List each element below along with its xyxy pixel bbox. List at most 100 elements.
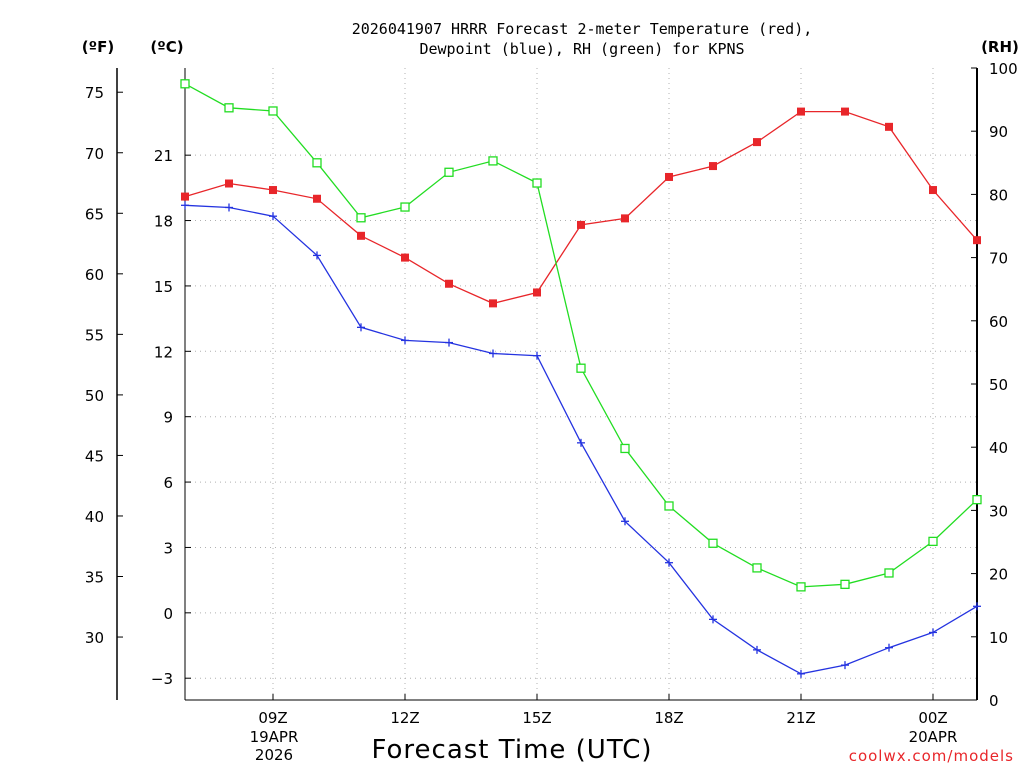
rh-point (400, 202, 410, 212)
fahrenheit-tick-label: 75 (85, 84, 104, 102)
x-tick-label: 15Z (522, 709, 551, 727)
x-tick-label: 18Z (654, 709, 683, 727)
celsius-unit-label: (ºC) (150, 38, 183, 56)
rh-tick-label: 60 (989, 313, 1008, 331)
dewpoint-point (577, 438, 585, 447)
x-tick-label: 12Z (390, 709, 419, 727)
temperature-point (841, 107, 849, 116)
temperature-point (489, 299, 497, 308)
fahrenheit-tick-label: 70 (85, 145, 104, 163)
celsius-tick-label: 18 (154, 213, 173, 231)
fahrenheit-tick-label: 55 (85, 326, 104, 344)
temperature-point (445, 279, 453, 288)
rh-point (884, 568, 894, 578)
rh-point (488, 156, 498, 166)
axes-layer: 30 35 40 45 50 55 60 65 70 75 −3 0 3 6 9 12 15 18 21 0 10 20 3… (85, 60, 1018, 727)
fahrenheit-unit-label: (ºF) (82, 38, 114, 56)
dewpoint-point (929, 628, 937, 637)
temperature-point (973, 236, 981, 245)
celsius-tick-label: 21 (154, 147, 173, 165)
temperature-point (709, 162, 717, 171)
dewpoint-point (445, 338, 453, 347)
rh-tick-label: 50 (989, 376, 1008, 394)
x-tick-label: 00Z (918, 709, 947, 727)
x-axis-title: Forecast Time (UTC) (371, 735, 652, 765)
end-date-label: 20APR (909, 728, 958, 746)
dewpoint-point (621, 517, 629, 526)
celsius-tick-label: 3 (163, 539, 173, 557)
rh-point (268, 106, 278, 116)
rh-tick-label: 30 (989, 502, 1008, 520)
dewpoint-point (973, 602, 981, 611)
rh-point (312, 158, 322, 168)
x-tick-label: 21Z (786, 709, 815, 727)
dewpoint-point (533, 351, 541, 360)
temperature-point (577, 220, 585, 229)
temperature-point (533, 288, 541, 297)
rh-point (224, 103, 234, 113)
dewpoint-series (181, 201, 981, 678)
fahrenheit-tick-label: 45 (85, 447, 104, 465)
celsius-tick-label: −3 (151, 670, 173, 688)
dewpoint-point (357, 323, 365, 332)
rh-unit-label: (RH) (981, 38, 1019, 56)
temperature-point (357, 231, 365, 240)
rh-point (752, 563, 762, 573)
dewpoint-point (753, 645, 761, 654)
fahrenheit-tick-label: 60 (85, 266, 104, 284)
celsius-tick-label: 12 (154, 343, 173, 361)
temperature-point (621, 214, 629, 223)
rh-tick-label: 10 (989, 629, 1008, 647)
fahrenheit-tick-label: 40 (85, 508, 104, 526)
fahrenheit-tick-label: 35 (85, 569, 104, 587)
rh-point (796, 582, 806, 592)
temperature-point (665, 172, 673, 181)
temperature-point (401, 253, 409, 262)
rh-tick-label: 20 (989, 566, 1008, 584)
x-tick-label: 09Z (258, 709, 287, 727)
rh-point (444, 167, 454, 177)
rh-point (576, 363, 586, 373)
temperature-point (929, 186, 937, 195)
dewpoint-point (665, 558, 673, 567)
rh-point (928, 536, 938, 547)
rh-point (708, 538, 718, 548)
series-layer (180, 79, 982, 678)
fahrenheit-tick-label: 50 (85, 387, 104, 405)
fahrenheit-tick-label: 65 (85, 205, 104, 223)
rh-point (180, 79, 190, 89)
rh-point (532, 178, 542, 188)
dewpoint-point (841, 661, 849, 670)
dewpoint-point (489, 349, 497, 358)
credit-label: coolwx.com/models (849, 747, 1014, 765)
start-date-label: 19APR (250, 728, 299, 746)
rh-series (180, 79, 982, 592)
rh-tick-label: 90 (989, 123, 1008, 141)
rh-point (664, 501, 674, 511)
rh-tick-label: 0 (989, 692, 999, 710)
chart-title-line-2: Dewpoint (blue), RH (green) for KPNS (419, 40, 744, 58)
dewpoint-point (225, 203, 233, 212)
celsius-tick-label: 9 (163, 409, 173, 427)
dewpoint-point (269, 212, 277, 221)
fahrenheit-tick-label: 30 (85, 629, 104, 647)
temperature-point (753, 138, 761, 147)
dewpoint-point (709, 615, 717, 624)
dewpoint-point (401, 336, 409, 345)
temperature-point (797, 107, 805, 116)
temperature-point (885, 122, 893, 131)
temperature-series (181, 107, 981, 308)
rh-tick-label: 100 (989, 60, 1018, 78)
start-year-label: 2026 (255, 746, 293, 764)
rh-point (840, 579, 850, 589)
rh-tick-label: 40 (989, 439, 1008, 457)
rh-tick-label: 80 (989, 186, 1008, 204)
dewpoint-point (313, 251, 321, 260)
chart-title-line-1: 2026041907 HRRR Forecast 2-meter Tempera… (352, 20, 813, 38)
celsius-tick-label: 15 (154, 278, 173, 296)
temperature-point (269, 186, 277, 195)
dewpoint-point (885, 643, 893, 652)
dewpoint-point (797, 669, 805, 678)
